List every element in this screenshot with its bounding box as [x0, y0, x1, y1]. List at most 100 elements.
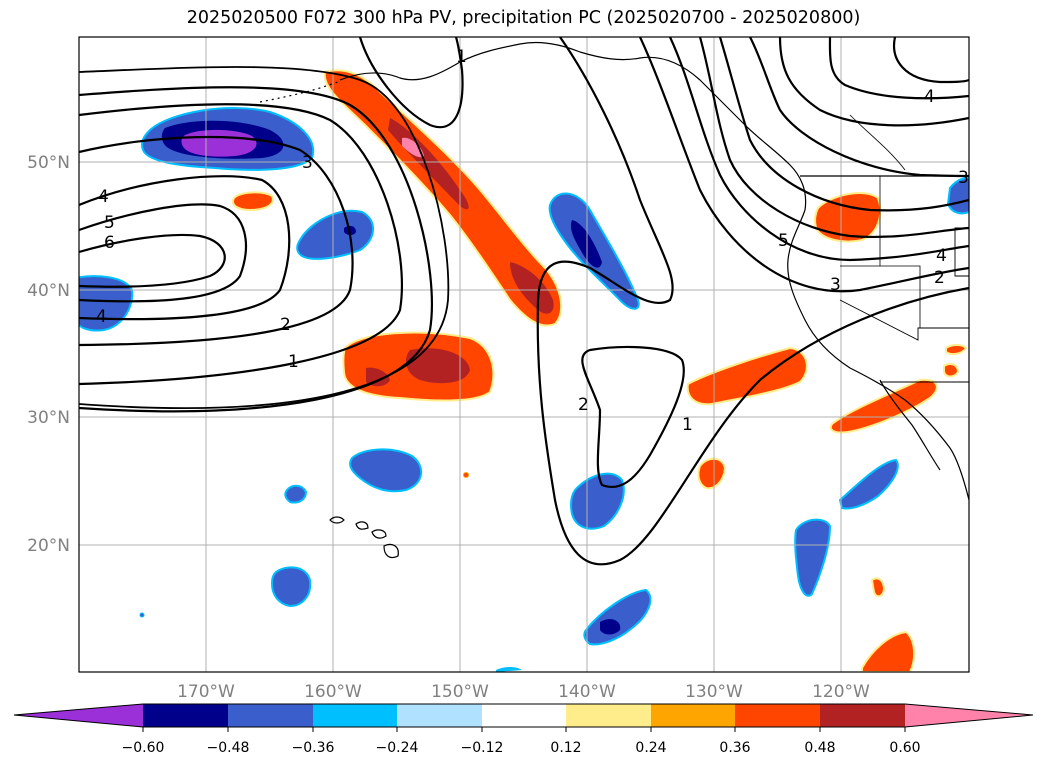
pv-contour-0: [79, 66, 450, 409]
contour-label: 1: [682, 415, 693, 435]
pv-contour-ne-2: [828, 37, 969, 100]
precip-pos-8: [945, 344, 968, 356]
lon-label-120w: 120°W: [812, 682, 870, 702]
lat-label-20n: 20°N: [27, 536, 70, 556]
contour-label: 1: [288, 352, 299, 372]
precip-neg-9-inner: [600, 619, 621, 635]
precip-pos-band-core: [402, 137, 424, 158]
contour-label: 4: [96, 307, 107, 327]
colorbar-tick-marks: [142, 727, 906, 732]
contour-label: 1: [456, 47, 467, 67]
precip-shading: [79, 69, 969, 672]
precip-pos-6: [813, 192, 882, 243]
pv-contour-3: [79, 135, 354, 347]
pv-contour-4: [79, 175, 291, 321]
baja-coast: [879, 379, 941, 471]
pv-contour-ne-3: [893, 37, 969, 84]
colorbar-tick: 0.36: [719, 740, 750, 756]
pv-contour-2-loop: [581, 345, 685, 489]
precip-pos-7: [829, 378, 938, 434]
hawaii-4: [383, 543, 399, 559]
map-title: 2025020500 F072 300 hPa PV, precipitatio…: [186, 8, 861, 28]
precip-neg-6: [284, 484, 308, 504]
colorbar-segment: [397, 704, 482, 727]
lon-label-150w: 150°W: [431, 682, 489, 702]
colorbar-segment: [228, 704, 313, 727]
pv-contour-ridge-1: [639, 37, 969, 293]
pv-contour-ridge-3: [698, 37, 969, 239]
pv-contour-5: [79, 203, 247, 303]
colorbar-tick-labels: −0.60 −0.48 −0.36 −0.24 −0.12 0.12 0.24 …: [122, 740, 921, 756]
lon-label-140w: 140°W: [558, 682, 616, 702]
precip-pos-small-1: [232, 191, 274, 212]
colorbar-segment: [313, 704, 397, 727]
state-border-3: [954, 227, 969, 277]
contour-label: 5: [778, 231, 789, 251]
colorbar: −0.60 −0.48 −0.36 −0.24 −0.12 0.12 0.24 …: [13, 703, 1034, 756]
pv-contour-top: [358, 37, 464, 129]
precip-neg-11: [838, 458, 899, 510]
colorbar-tick: 0.12: [550, 740, 581, 756]
contour-label: 6: [104, 233, 115, 253]
precip-neg-dot: [139, 612, 145, 618]
precip-neg-nw-core: [181, 129, 257, 157]
state-border-4: [849, 114, 906, 171]
lon-label-160w: 160°W: [304, 682, 362, 702]
precip-neg-2: [296, 209, 374, 260]
colorbar-segment: [566, 704, 651, 727]
precip-pos-4: [686, 346, 808, 406]
precip-neg-5: [349, 448, 422, 493]
precip-neg-4-inner: [570, 220, 602, 268]
contour-label: 2: [280, 315, 291, 335]
contour-label: 2: [578, 395, 589, 415]
contour-label: 4: [924, 87, 935, 107]
alaska-coast: [339, 41, 807, 211]
hawaii-3: [371, 529, 387, 539]
graticule: [79, 37, 969, 672]
colorbar-tick: −0.24: [376, 740, 419, 756]
precip-pos-11: [861, 630, 916, 672]
colorbar-segment: [820, 704, 905, 727]
colorbar-segment: [735, 704, 820, 727]
colorbar-tick: −0.12: [461, 740, 504, 756]
us-west-coast: [787, 209, 969, 501]
lon-label-130w: 130°W: [685, 682, 743, 702]
lat-label-30n: 30°N: [27, 408, 70, 428]
contour-label: 5: [104, 213, 115, 233]
precip-pos-3-inner: [366, 348, 470, 387]
lat-labels: 50°N 40°N 30°N 20°N: [27, 153, 70, 556]
contour-label: 2: [934, 268, 945, 288]
plot-frame: [78, 36, 970, 673]
hawaii-1: [329, 516, 345, 524]
lon-label-170w: 170°W: [177, 682, 235, 702]
pv-contour-6: [79, 233, 226, 288]
lat-label-40n: 40°N: [27, 281, 70, 301]
state-border-1: [840, 265, 921, 328]
pv-contour-ne-1: [778, 37, 969, 127]
colorbar-extend-right: [905, 704, 1033, 727]
colorbar-tick: −0.36: [292, 740, 335, 756]
precip-pos-dot: [463, 472, 469, 478]
lon-labels: 170°W 160°W 150°W 140°W 130°W 120°W: [177, 682, 870, 702]
colorbar-segment: [482, 704, 566, 727]
lat-label-50n: 50°N: [27, 153, 70, 173]
aleutians: [259, 81, 339, 103]
colorbar-segment: [143, 704, 228, 727]
pv-contour-2: [79, 103, 404, 386]
pv-contour-1: [79, 86, 433, 413]
pv-contour-ridge-4: [718, 37, 969, 212]
precip-pos-9: [943, 363, 960, 378]
colorbar-tick: 0.48: [804, 740, 835, 756]
colorbar-tick: −0.60: [122, 740, 165, 756]
contour-label: 3: [830, 275, 841, 295]
precip-neg-7: [270, 566, 312, 608]
colorbar-tick: −0.48: [207, 740, 250, 756]
precip-neg-13: [496, 667, 522, 672]
colorbar-segment: [651, 704, 735, 727]
colorbar-tick: 0.60: [889, 740, 920, 756]
colorbar-tick: 0.24: [635, 740, 666, 756]
hawaii-2: [355, 521, 369, 530]
colorbar-extend-left: [14, 704, 143, 727]
pv-contour-trough-outer: [536, 37, 969, 566]
precip-pos-10: [870, 577, 886, 598]
